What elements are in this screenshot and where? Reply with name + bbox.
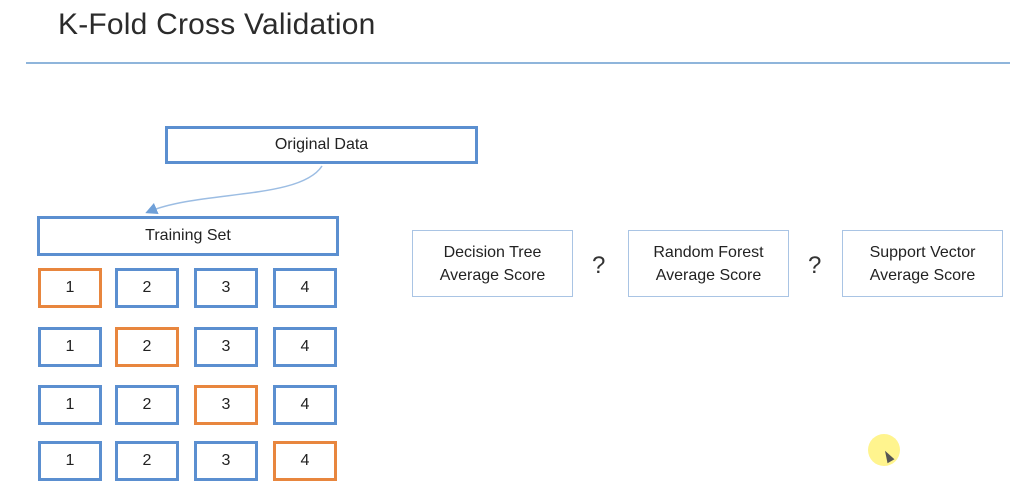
cursor-highlight	[868, 434, 900, 466]
train-fold-cell: 3	[194, 327, 258, 367]
model-metric: Average Score	[655, 266, 762, 284]
model-box-support-vector: Support Vector Average Score	[842, 230, 1003, 297]
model-name: Support Vector	[869, 243, 976, 261]
test-fold-cell: 2	[115, 327, 179, 367]
train-fold-cell: 2	[115, 385, 179, 425]
train-fold-cell: 1	[38, 441, 102, 481]
model-box-random-forest: Random Forest Average Score	[628, 230, 789, 297]
fold-number: 4	[300, 396, 310, 413]
model-box-decision-tree: Decision Tree Average Score	[412, 230, 573, 297]
original-data-label: Original Data	[274, 136, 369, 153]
training-set-box: Training Set	[37, 216, 339, 256]
fold-number: 1	[65, 396, 75, 413]
model-name: Decision Tree	[443, 243, 542, 261]
fold-number: 1	[65, 279, 75, 296]
fold-number: 4	[300, 338, 310, 355]
fold-number: 3	[221, 279, 231, 296]
train-fold-cell: 4	[273, 268, 337, 308]
fold-number: 2	[142, 338, 152, 355]
fold-number: 3	[221, 396, 231, 413]
original-data-box: Original Data	[165, 126, 478, 164]
model-metric: Average Score	[439, 266, 546, 284]
fold-number: 3	[221, 338, 231, 355]
train-fold-cell: 4	[273, 385, 337, 425]
fold-number: 3	[221, 452, 231, 469]
train-fold-cell: 3	[194, 268, 258, 308]
fold-number: 1	[65, 338, 75, 355]
fold-number: 4	[300, 452, 310, 469]
test-fold-cell: 3	[194, 385, 258, 425]
train-fold-cell: 3	[194, 441, 258, 481]
train-fold-cell: 2	[115, 268, 179, 308]
fold-number: 1	[65, 452, 75, 469]
model-metric: Average Score	[869, 266, 976, 284]
test-fold-cell: 4	[273, 441, 337, 481]
fold-number: 2	[142, 279, 152, 296]
train-fold-cell: 4	[273, 327, 337, 367]
train-fold-cell: 1	[38, 385, 102, 425]
train-fold-cell: 1	[38, 327, 102, 367]
question-mark: ?	[808, 252, 822, 279]
fold-number: 2	[142, 396, 152, 413]
training-set-label: Training Set	[145, 227, 231, 244]
model-name: Random Forest	[653, 243, 764, 261]
train-fold-cell: 2	[115, 441, 179, 481]
slide-title: K-Fold Cross Validation	[58, 8, 376, 41]
question-mark: ?	[592, 252, 606, 279]
fold-number: 2	[142, 452, 152, 469]
fold-number: 4	[300, 279, 310, 296]
title-divider	[26, 62, 1010, 64]
test-fold-cell: 1	[38, 268, 102, 308]
